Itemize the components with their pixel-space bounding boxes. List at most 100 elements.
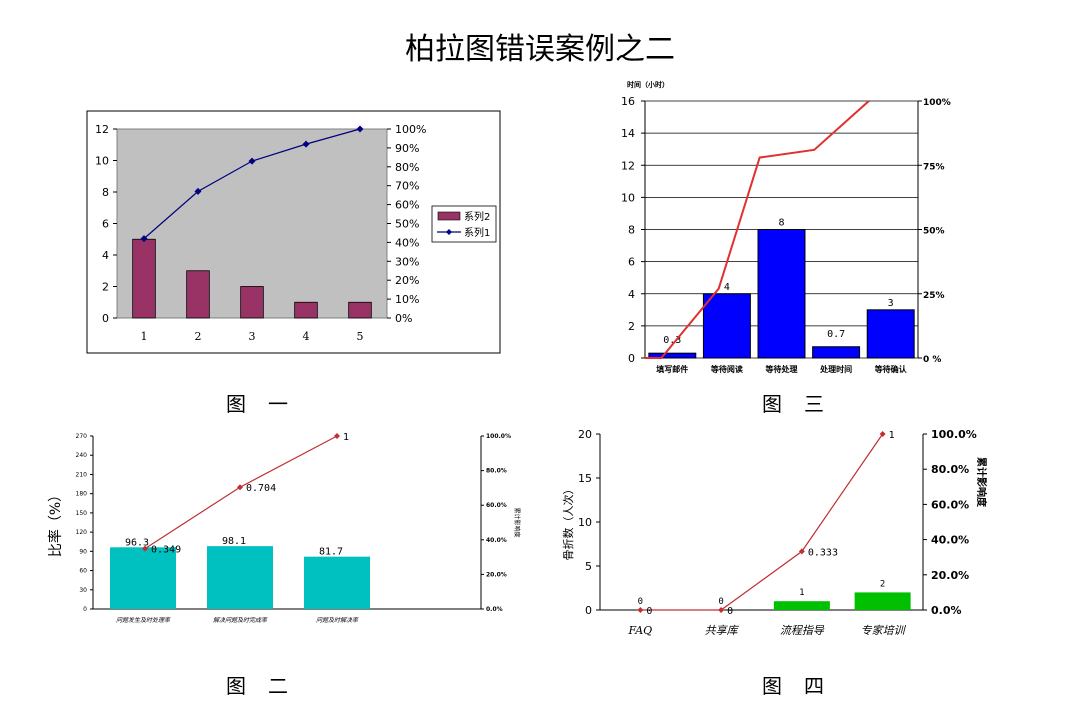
line-label: 0.333 xyxy=(808,547,838,558)
y2-tick-label: 0.0% xyxy=(486,606,503,613)
y-tick-label: 30 xyxy=(79,587,87,594)
y2-tick-label: 20.0% xyxy=(931,569,969,582)
data-label: 1 xyxy=(799,588,804,598)
caption-label: 图 xyxy=(762,674,782,698)
y-tick-label: 4 xyxy=(102,249,109,262)
x-tick-label: 3 xyxy=(249,330,256,343)
y2-tick-label: 75% xyxy=(923,162,945,172)
y2-tick-label: 0 % xyxy=(923,355,941,365)
bar xyxy=(240,286,264,319)
y-tick-label: 120 xyxy=(76,529,88,536)
y-tick-label: 270 xyxy=(76,433,88,440)
x-tick-label: 5 xyxy=(357,330,364,343)
y-tick-label: 5 xyxy=(585,560,592,573)
y2-tick-label: 20% xyxy=(395,274,419,287)
legend-swatch-bar xyxy=(437,211,461,221)
y-tick-label: 2 xyxy=(102,281,109,294)
line-label: 0.349 xyxy=(151,545,181,556)
caption-figure-1: 图一 xyxy=(226,388,288,417)
y2-tick-label: 60% xyxy=(395,199,419,212)
y-tick-label: 210 xyxy=(76,471,88,478)
line-point xyxy=(237,484,243,491)
x-tick-label: 流程指导 xyxy=(780,624,825,637)
y2-tick-label: 25% xyxy=(923,291,945,301)
y-axis-title: 比率（%） xyxy=(47,488,64,557)
line-label: 0.704 xyxy=(246,483,276,494)
data-label: 3 xyxy=(888,298,894,309)
y-tick-label: 12 xyxy=(95,123,109,136)
y-axis-title: 时间（小时） xyxy=(627,80,669,89)
y-tick-label: 16 xyxy=(621,95,635,108)
y2-tick-label: 80% xyxy=(395,161,419,174)
x-tick-label: 等待处理 xyxy=(765,364,798,374)
y-tick-label: 14 xyxy=(621,127,635,140)
y2-tick-label: 40% xyxy=(395,236,419,249)
y2-tick-label: 100% xyxy=(395,123,426,136)
bar xyxy=(702,293,751,359)
y-tick-label: 0 xyxy=(83,606,87,613)
x-tick-label: 1 xyxy=(141,330,148,343)
y-tick-label: 8 xyxy=(628,224,635,237)
y2-tick-label: 60.0% xyxy=(931,498,969,511)
y-tick-label: 90 xyxy=(79,548,87,555)
y2-tick-label: 40.0% xyxy=(931,534,969,547)
x-tick-label: 共享库 xyxy=(705,624,740,637)
line-point xyxy=(879,431,886,437)
y2-tick-label: 20.0% xyxy=(486,571,507,578)
series-line xyxy=(645,100,870,359)
legend-label: 系列2 xyxy=(464,210,490,223)
bar xyxy=(866,309,915,359)
data-label: 2 xyxy=(880,579,885,589)
line-point xyxy=(718,607,725,613)
line-point xyxy=(356,125,364,133)
y-tick-label: 0 xyxy=(102,312,109,325)
y-tick-label: 6 xyxy=(628,256,635,269)
caption-label: 图 xyxy=(762,392,782,416)
line-label: 0 xyxy=(727,606,733,617)
bar xyxy=(207,546,273,609)
y-tick-label: 20 xyxy=(578,428,592,441)
y2-tick-label: 100.0% xyxy=(486,433,511,440)
line-point xyxy=(140,235,148,243)
caption-label: 图 xyxy=(226,674,246,698)
y2-tick-label: 80.0% xyxy=(931,463,969,476)
line-point xyxy=(637,607,644,613)
y-tick-label: 180 xyxy=(76,491,88,498)
x-tick-label: 问题发生及时处理率 xyxy=(116,616,171,624)
caption-figure-2: 图二 xyxy=(226,670,288,699)
legend-label: 系列1 xyxy=(464,226,490,239)
y2-tick-label: 50% xyxy=(395,218,419,231)
y2-tick-label: 100.0% xyxy=(931,428,977,441)
line-point xyxy=(248,157,256,165)
data-label: 96.3 xyxy=(125,537,149,548)
line-point xyxy=(302,140,310,148)
caption-number: 一 xyxy=(268,392,288,416)
y-tick-label: 8 xyxy=(102,186,109,199)
y2-tick-label: 100% xyxy=(923,98,951,108)
y2-tick-label: 40.0% xyxy=(486,537,507,544)
line-label: 0 xyxy=(646,606,652,617)
x-tick-label: 问题及时解决率 xyxy=(316,616,359,624)
caption-figure-4: 图四 xyxy=(762,670,824,699)
x-tick-label: 等待确认 xyxy=(874,364,908,374)
series-line xyxy=(640,433,884,611)
data-label: 0 xyxy=(638,597,643,607)
y-tick-label: 150 xyxy=(76,510,88,517)
data-label: 0 xyxy=(718,597,723,607)
y-tick-label: 6 xyxy=(102,218,109,231)
bar xyxy=(854,592,911,610)
y2-tick-label: 0.0% xyxy=(931,604,962,617)
line-label: 1 xyxy=(343,432,349,443)
y-tick-label: 15 xyxy=(578,472,592,485)
bar xyxy=(648,352,697,359)
y2-tick-label: 0% xyxy=(395,312,412,325)
data-label: 0.3 xyxy=(663,335,681,346)
bar xyxy=(812,346,861,359)
x-tick-label: 4 xyxy=(303,330,310,343)
x-tick-label: 等待阅读 xyxy=(710,364,743,374)
y-tick-label: 60 xyxy=(79,568,87,575)
